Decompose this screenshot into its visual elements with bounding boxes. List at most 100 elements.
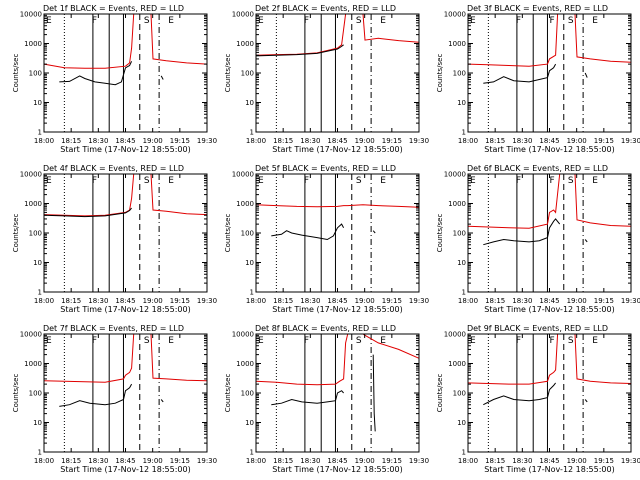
series-line-3 bbox=[584, 72, 588, 78]
x-tick-label: 18:00 bbox=[458, 137, 478, 145]
y-tick-label: 10 bbox=[245, 419, 254, 427]
x-tick-label: 19:30 bbox=[197, 457, 217, 465]
x-tick-label: 19:30 bbox=[409, 137, 429, 145]
x-tick-label: 18:00 bbox=[458, 297, 478, 305]
y-tick-label: 1 bbox=[462, 449, 466, 457]
y-tick-label: 1000 bbox=[236, 200, 254, 208]
y-tick-label: 10000 bbox=[232, 171, 254, 179]
region-label-2: F bbox=[516, 176, 521, 186]
x-tick-label: 19:30 bbox=[621, 297, 640, 305]
x-tick-label: 18:45 bbox=[327, 137, 347, 145]
region-label-4: S bbox=[568, 336, 574, 346]
x-tick-label: 19:30 bbox=[621, 137, 640, 145]
chart-panel-6: 1 10 100 1000 10000 18:00 18:15 18:30 18:45 19:00… bbox=[436, 164, 640, 314]
region-label-5: E bbox=[592, 336, 598, 346]
x-axis-label: Start Time (17-Nov-12 18:55:00) bbox=[272, 465, 402, 474]
x-tick-label: 19:15 bbox=[170, 457, 190, 465]
chart-panel-9: 1 10 100 1000 10000 18:00 18:15 18:30 18:45 19:00… bbox=[436, 324, 640, 474]
plot-frame bbox=[255, 173, 420, 293]
y-tick-label: 100 bbox=[29, 230, 42, 238]
region-label-3: F bbox=[550, 336, 555, 346]
x-tick-label: 18:00 bbox=[246, 137, 266, 145]
series-line-2 bbox=[483, 63, 557, 84]
series-line-2 bbox=[59, 61, 133, 86]
series-line-2 bbox=[483, 218, 561, 246]
y-axis-label: Counts/sec bbox=[12, 54, 20, 93]
y-tick-label: 1 bbox=[250, 289, 254, 297]
region-label-2: F bbox=[304, 336, 309, 346]
y-tick-label: 100 bbox=[453, 390, 466, 398]
y-tick-label: 10 bbox=[457, 259, 466, 267]
series-line-3 bbox=[160, 75, 164, 80]
series-line-3 bbox=[372, 230, 376, 234]
x-tick-label: 18:30 bbox=[88, 457, 108, 465]
x-tick-label: 19:15 bbox=[594, 297, 614, 305]
x-axis-label: Start Time (17-Nov-12 18:55:00) bbox=[484, 145, 614, 154]
x-tick-label: 19:15 bbox=[382, 457, 402, 465]
region-label-1: E bbox=[46, 16, 52, 26]
series-line-1 bbox=[467, 173, 632, 229]
series-line-3 bbox=[584, 399, 588, 403]
x-tick-label: 19:15 bbox=[382, 137, 402, 145]
region-label-4: S bbox=[568, 16, 574, 26]
region-label-1: E bbox=[470, 16, 476, 26]
x-tick-label: 18:45 bbox=[327, 297, 347, 305]
x-tick-label: 18:30 bbox=[88, 297, 108, 305]
x-tick-label: 19:15 bbox=[382, 297, 402, 305]
region-label-4: E bbox=[168, 16, 174, 26]
x-tick-label: 19:15 bbox=[170, 137, 190, 145]
chart-panel-3: 1 10 100 1000 10000 18:00 18:15 18:30 18:45 19:00… bbox=[436, 4, 640, 154]
y-tick-label: 1 bbox=[250, 129, 254, 137]
y-axis-label: Counts/sec bbox=[224, 54, 232, 93]
region-label-3: S bbox=[144, 16, 150, 26]
chart-title: Det 8f BLACK = Events, RED = LLD bbox=[255, 324, 396, 333]
x-tick-label: 19:30 bbox=[621, 457, 640, 465]
x-tick-label: 19:30 bbox=[197, 137, 217, 145]
y-tick-label: 10 bbox=[457, 419, 466, 427]
y-tick-label: 1 bbox=[38, 289, 42, 297]
x-tick-label: 19:00 bbox=[143, 297, 163, 305]
region-label-4: E bbox=[380, 176, 386, 186]
chart-title: Det 1f BLACK = Events, RED = LLD bbox=[43, 4, 184, 13]
region-label-1: E bbox=[46, 176, 52, 186]
plot-frame bbox=[467, 173, 632, 293]
y-tick-label: 100 bbox=[241, 70, 254, 78]
region-label-3: F bbox=[550, 176, 555, 186]
chart-panel-2: 1 10 100 1000 10000 18:00 18:15 18:30 18:45 19:00… bbox=[224, 4, 429, 154]
y-tick-label: 10 bbox=[33, 419, 42, 427]
region-label-3: S bbox=[356, 336, 362, 346]
y-tick-label: 1 bbox=[462, 289, 466, 297]
chart-title: Det 7f BLACK = Events, RED = LLD bbox=[43, 324, 184, 333]
y-tick-label: 10 bbox=[33, 99, 42, 107]
x-tick-label: 18:45 bbox=[539, 457, 559, 465]
y-tick-label: 100 bbox=[241, 230, 254, 238]
series-line-1 bbox=[255, 204, 420, 208]
y-tick-label: 1000 bbox=[236, 360, 254, 368]
y-axis-label: Counts/sec bbox=[224, 374, 232, 413]
y-tick-label: 1000 bbox=[24, 200, 42, 208]
series-line-1 bbox=[43, 13, 208, 69]
y-axis-label: Counts/sec bbox=[12, 374, 20, 413]
y-axis-label: Counts/sec bbox=[224, 214, 232, 253]
plot-frame bbox=[43, 333, 208, 453]
region-label-4: E bbox=[380, 336, 386, 346]
y-tick-label: 100 bbox=[453, 230, 466, 238]
plot-frame bbox=[43, 173, 208, 293]
x-tick-label: 19:00 bbox=[355, 297, 375, 305]
region-label-1: E bbox=[470, 176, 476, 186]
y-tick-label: 1 bbox=[250, 449, 254, 457]
x-tick-label: 18:30 bbox=[88, 137, 108, 145]
x-tick-label: 18:45 bbox=[115, 137, 135, 145]
chart-title: Det 3f BLACK = Events, RED = LLD bbox=[467, 4, 608, 13]
region-label-2: F bbox=[92, 16, 97, 26]
x-tick-label: 19:15 bbox=[170, 297, 190, 305]
chart-title: Det 9f BLACK = Events, RED = LLD bbox=[467, 324, 608, 333]
x-tick-label: 18:30 bbox=[300, 297, 320, 305]
x-tick-label: 19:00 bbox=[143, 457, 163, 465]
region-label-4: E bbox=[168, 336, 174, 346]
series-line-2 bbox=[271, 223, 345, 241]
chart-title: Det 2f BLACK = Events, RED = LLD bbox=[255, 4, 396, 13]
region-label-3: S bbox=[356, 176, 362, 186]
region-label-2: F bbox=[516, 16, 521, 26]
region-label-3: F bbox=[550, 16, 555, 26]
